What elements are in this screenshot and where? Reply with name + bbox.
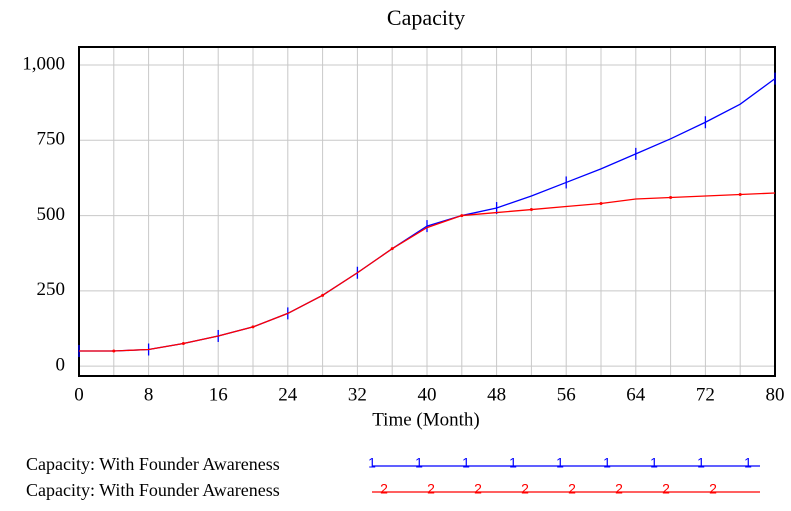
point-marker [669, 196, 673, 200]
legend-marker: 2 [615, 481, 623, 497]
legend-marker: 2 [474, 481, 482, 497]
point-marker [460, 214, 464, 218]
point-marker [181, 341, 185, 345]
point-marker [599, 202, 603, 206]
legend-marker: 1 [744, 455, 752, 471]
legend-label: Capacity: With Founder Awareness [26, 480, 280, 500]
x-tick-label: 0 [74, 384, 84, 405]
x-tick-label: 56 [557, 384, 576, 405]
point-marker [321, 293, 325, 297]
y-tick-label: 750 [37, 129, 66, 150]
x-tick-label: 40 [418, 384, 437, 405]
x-tick-label: 80 [766, 384, 785, 405]
x-tick-label: 48 [487, 384, 506, 405]
y-tick-label: 250 [37, 279, 66, 300]
legend-marker: 1 [697, 455, 705, 471]
legend-marker: 1 [556, 455, 564, 471]
x-tick-label: 64 [626, 384, 646, 405]
legend-marker: 2 [380, 481, 388, 497]
x-tick-label: 8 [144, 384, 154, 405]
point-marker [112, 349, 116, 353]
legend-marker: 1 [650, 455, 658, 471]
legend-marker: 2 [521, 481, 529, 497]
y-tick-label: 500 [37, 204, 66, 225]
x-tick-label: 32 [348, 384, 367, 405]
legend-marker: 1 [509, 455, 517, 471]
legend-marker: 1 [368, 455, 376, 471]
x-tick-label: 72 [696, 384, 715, 405]
x-tick-label: 24 [278, 384, 298, 405]
legend-marker: 2 [568, 481, 576, 497]
legend-marker: 2 [427, 481, 435, 497]
y-tick-label: 0 [56, 354, 66, 375]
legend-marker: 1 [462, 455, 470, 471]
x-axis-label: Time (Month) [372, 409, 480, 430]
series-line [79, 192, 776, 352]
legend-label: Capacity: With Founder Awareness [26, 454, 280, 474]
y-tick-label: 1,000 [22, 53, 65, 74]
plot-frame [78, 46, 776, 377]
point-marker [738, 192, 742, 196]
legend-marker: 2 [709, 481, 717, 497]
point-marker [390, 247, 394, 251]
legend-marker: 1 [603, 455, 611, 471]
legend-marker: 2 [662, 481, 670, 497]
legend-marker: 1 [415, 455, 423, 471]
point-marker [251, 325, 255, 329]
point-marker [529, 208, 533, 212]
chart-title: Capacity [387, 5, 465, 30]
x-tick-label: 16 [209, 384, 228, 405]
